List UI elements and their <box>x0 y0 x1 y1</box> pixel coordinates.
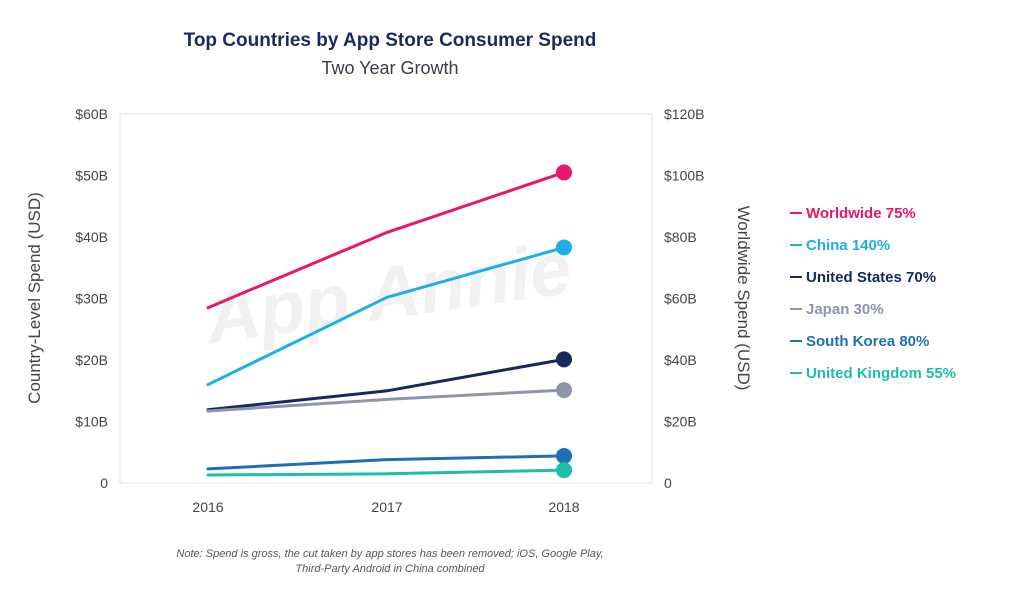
legend-swatch <box>790 372 802 375</box>
legend-label: China 140% <box>806 237 891 254</box>
y2-axis-title: Worldwide Spend (USD) <box>734 206 753 391</box>
legend-swatch <box>790 276 802 279</box>
series-line-united-states <box>206 357 566 412</box>
legend-swatch <box>790 212 802 215</box>
series-line-worldwide <box>206 170 566 310</box>
x-tick-label: 2016 <box>192 499 223 515</box>
y2-tick-label: $40B <box>664 352 697 368</box>
legend-item-united-states: United States 70% <box>790 267 956 299</box>
legend-label: Japan 30% <box>806 301 884 318</box>
y2-tick-label: $20B <box>664 414 697 430</box>
series-line-united-kingdom <box>206 468 566 477</box>
series-end-point-china <box>556 239 572 256</box>
legend-item-south-korea: South Korea 80% <box>790 331 956 363</box>
legend-item-worldwide: Worldwide 75% <box>790 203 956 235</box>
legend-label: Worldwide 75% <box>806 205 916 222</box>
chart-subtitle: Two Year Growth <box>321 58 459 78</box>
y-tick-label: $20B <box>75 352 108 368</box>
series-line-japan <box>206 388 566 413</box>
footnote-line-2: Third-Party Android in China combined <box>295 563 485 575</box>
legend-item-japan: Japan 30% <box>790 299 956 331</box>
y2-tick-label: $100B <box>664 168 704 184</box>
y-tick-label: $30B <box>75 291 108 307</box>
y-tick-label: $10B <box>75 414 108 430</box>
series-line-china <box>206 246 566 387</box>
x-tick-label: 2018 <box>548 499 579 515</box>
y-tick-label: $50B <box>75 168 108 184</box>
y-tick-label: $60B <box>75 106 108 122</box>
y2-tick-label: $60B <box>664 291 697 307</box>
footnote: Note: Spend is gross, the cut taken by a… <box>100 547 680 577</box>
series-end-point-united-states <box>556 351 572 368</box>
legend-swatch <box>790 308 802 311</box>
y2-tick-label: 0 <box>664 475 672 491</box>
legend-item-china: China 140% <box>790 235 956 267</box>
y-tick-label: 0 <box>100 475 108 491</box>
series-end-point-united-kingdom <box>556 462 572 479</box>
legend-label: United States 70% <box>806 269 937 286</box>
y-axis-title: Country-Level Spend (USD) <box>25 192 44 404</box>
y-tick-label: $40B <box>75 229 108 245</box>
legend-label: United Kingdom 55% <box>806 365 957 382</box>
legend-swatch <box>790 340 802 343</box>
chart-legend: Worldwide 75% China 140% United States 7… <box>790 203 956 395</box>
series-end-point-japan <box>556 382 572 399</box>
series-end-point-south-korea <box>556 447 572 464</box>
x-tick-label: 2017 <box>371 499 402 515</box>
series-end-point-worldwide <box>556 164 572 181</box>
watermark: App Annie <box>199 226 576 360</box>
series-line-south-korea <box>206 454 566 471</box>
y2-tick-label: $120B <box>664 106 704 122</box>
plot-frame <box>119 113 653 484</box>
legend-item-united-kingdom: United Kingdom 55% <box>790 363 956 395</box>
legend-label: South Korea 80% <box>806 333 930 350</box>
legend-swatch <box>790 244 802 247</box>
chart-title: Top Countries by App Store Consumer Spen… <box>183 30 597 51</box>
footnote-line-1: Note: Spend is gross, the cut taken by a… <box>176 548 604 560</box>
y2-tick-label: $80B <box>664 229 697 245</box>
